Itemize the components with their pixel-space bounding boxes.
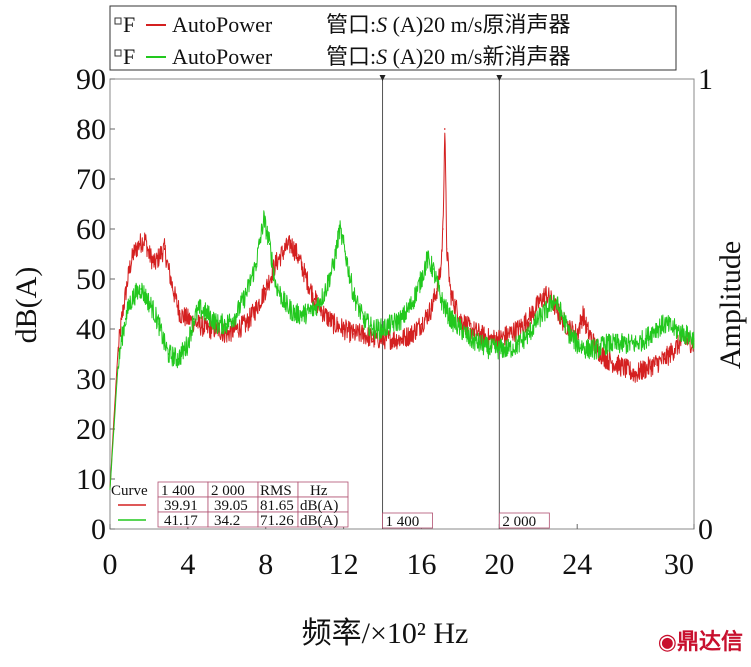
y-tick-label: 20 xyxy=(76,413,106,446)
x-tick-label: 16 xyxy=(406,548,436,581)
series-line-new xyxy=(109,210,695,490)
table-cell: 34.2 xyxy=(214,513,240,529)
y-tick-label: 50 xyxy=(76,263,106,296)
legend-marker-letter: F xyxy=(123,12,135,37)
plot-area xyxy=(109,78,695,530)
table-header-c1: 1 400 xyxy=(161,483,195,499)
table-cell: dB(A) xyxy=(300,513,338,529)
table-header-unit: Hz xyxy=(310,483,328,499)
x-axis-ticks: 0 4 8 12 16 20 24 30 xyxy=(103,524,695,581)
y-tick-label: 80 xyxy=(76,113,106,146)
legend: F AutoPower 管口:S (A)20 m/s原消声器 F AutoPow… xyxy=(109,5,677,71)
table-header-curve: Curve xyxy=(111,483,148,499)
y-tick-label: 60 xyxy=(76,213,106,246)
cursor-label-box xyxy=(382,512,433,529)
x-tick-label: 30 xyxy=(664,548,694,581)
legend-frame xyxy=(109,5,677,71)
y-tick-label: 10 xyxy=(76,463,106,496)
y-tick-label: 90 xyxy=(76,63,106,96)
cursor-table: Curve 1 400 2 000 RMS Hz 39.91 39.05 81.… xyxy=(111,481,349,529)
legend-name-new: AutoPower xyxy=(172,44,273,69)
x-tick-label: 0 xyxy=(103,548,118,581)
cursor-label-box xyxy=(498,512,550,529)
table-cell: 71.26 xyxy=(260,513,294,529)
watermark-logo: ◉鼎达信 xyxy=(657,630,743,655)
cursor-label: 1 400 xyxy=(386,514,420,530)
y-tick-label: 30 xyxy=(76,363,106,396)
legend-marker-box xyxy=(114,17,122,25)
x-tick-label: 8 xyxy=(258,548,273,581)
series-group xyxy=(109,128,695,490)
legend-item-original[interactable]: F AutoPower 管口:S (A)20 m/s原消声器 xyxy=(114,12,570,37)
legend-name-original: AutoPower xyxy=(172,12,273,37)
legend-marker-box xyxy=(114,49,122,57)
x-tick-label: 24 xyxy=(562,548,592,581)
y2-axis-label: Amplitude xyxy=(714,241,747,369)
cursor-arrow-icon[interactable] xyxy=(379,75,386,81)
x-tick-label: 20 xyxy=(484,548,514,581)
watermark-icon: ◉ xyxy=(657,630,677,655)
y-axis-ticks: 0 10 20 30 40 50 60 70 80 90 xyxy=(76,63,115,546)
table-header-c2: 2 000 xyxy=(211,483,245,499)
table-cell: 39.05 xyxy=(214,498,248,514)
y2-axis-ticks: 01 xyxy=(698,63,713,546)
legend-marker-letter: F xyxy=(123,44,135,69)
cursor-lines[interactable]: 1 400 2 000 xyxy=(379,75,550,530)
y2-tick-label: 1 xyxy=(698,63,713,96)
y-axis-label: dB(A) xyxy=(10,267,43,344)
x-tick-label: 4 xyxy=(180,548,195,581)
legend-item-new[interactable]: F AutoPower 管口:S (A)20 m/s新消声器 xyxy=(114,44,570,69)
table-header-rms: RMS xyxy=(260,483,292,499)
y-tick-label: 70 xyxy=(76,163,106,196)
table-cell: 41.17 xyxy=(164,513,198,529)
legend-desc-new: 管口:S (A)20 m/s新消声器 xyxy=(326,44,570,69)
table-cell: 39.91 xyxy=(164,498,198,514)
x-axis-label: 频率/×10² Hz xyxy=(302,617,469,650)
table-cell: 81.65 xyxy=(260,498,294,514)
cursor-label: 2 000 xyxy=(502,514,536,530)
x-tick-label: 12 xyxy=(329,548,359,581)
y-tick-label: 0 xyxy=(91,513,106,546)
table-cell: dB(A) xyxy=(300,498,338,514)
cursor-arrow-icon[interactable] xyxy=(496,75,503,81)
legend-desc-original: 管口:S (A)20 m/s原消声器 xyxy=(326,12,570,37)
y-tick-label: 40 xyxy=(76,313,106,346)
y2-tick-label: 0 xyxy=(698,513,713,546)
